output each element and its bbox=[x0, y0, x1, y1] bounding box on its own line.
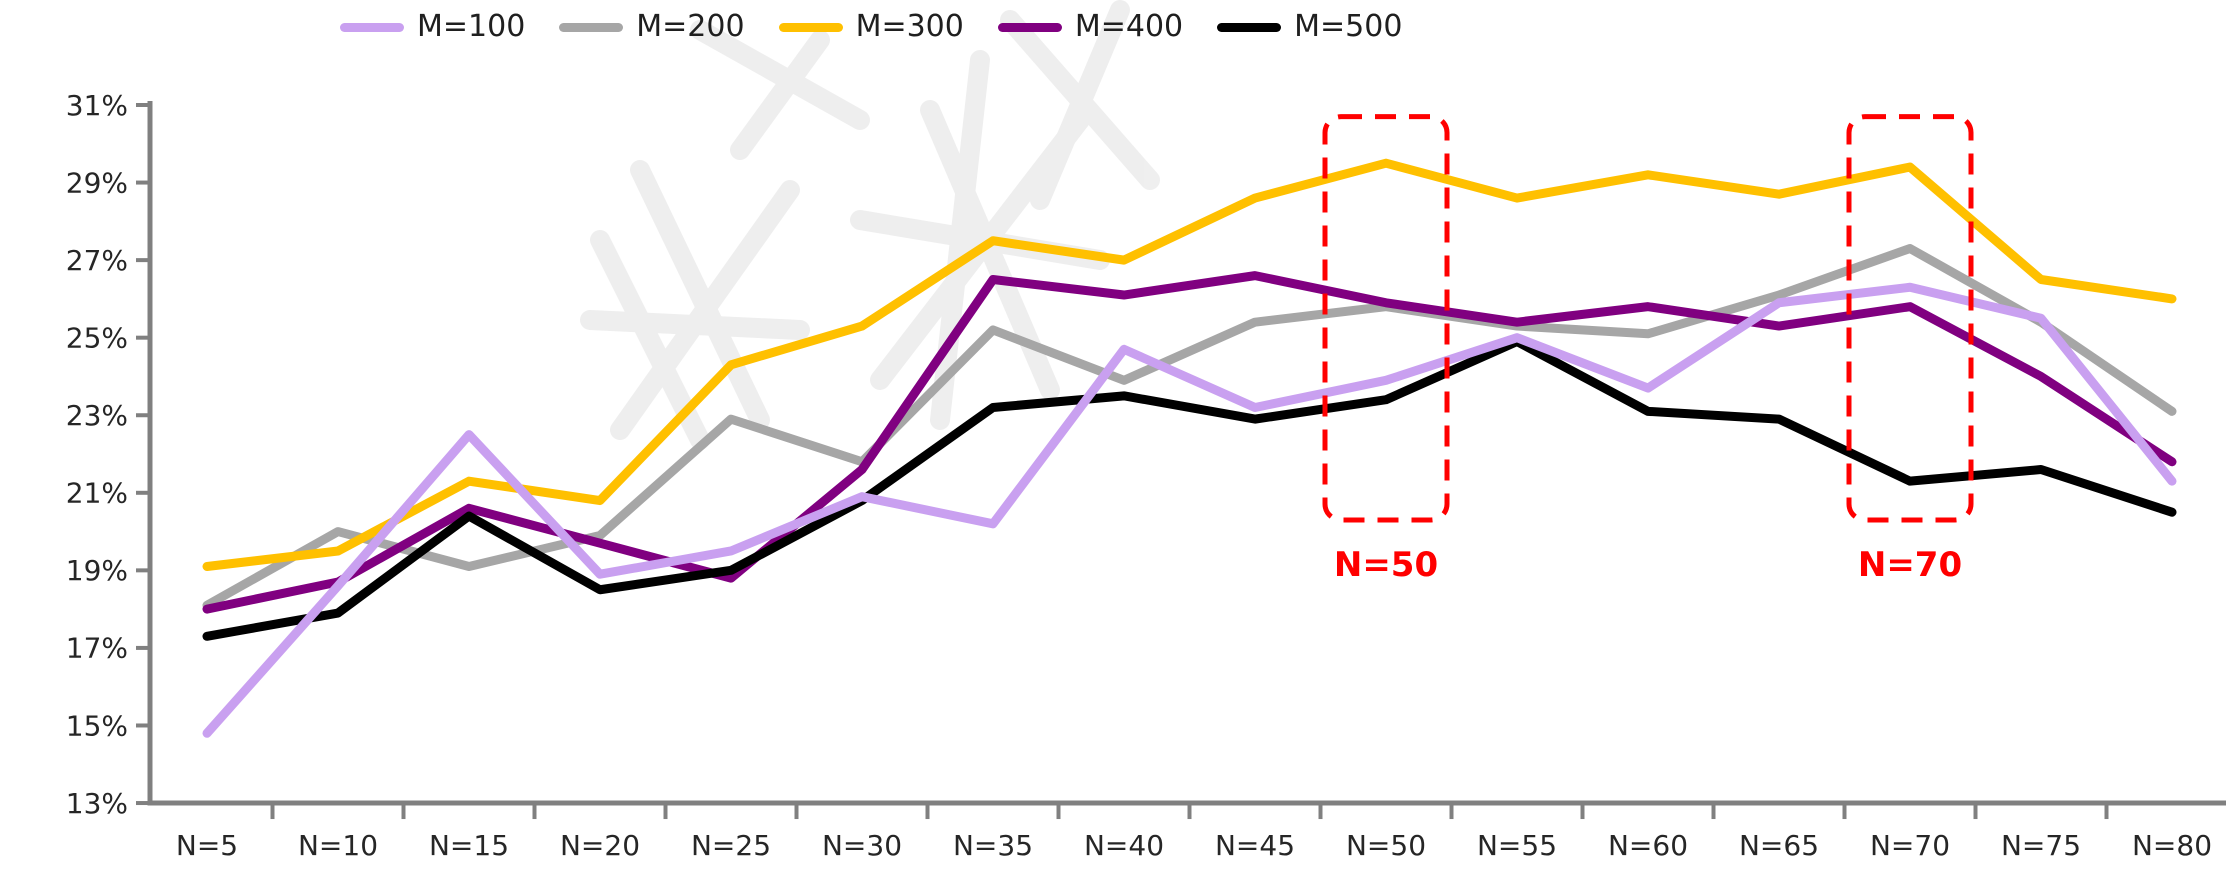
y-tick-label: 25% bbox=[66, 321, 128, 354]
x-tick-label: N=65 bbox=[1739, 829, 1819, 862]
annotation-label-N=50: N=50 bbox=[1334, 545, 1438, 585]
y-tick-label: 23% bbox=[66, 399, 128, 432]
series-lines bbox=[202, 158, 2177, 738]
x-tick-label: N=40 bbox=[1084, 829, 1164, 862]
legend-label-m400: M=400 bbox=[1074, 9, 1184, 44]
x-tick-label: N=45 bbox=[1215, 829, 1295, 862]
legend-item-m400: M=400 bbox=[997, 9, 1184, 44]
y-tick-label: 29% bbox=[66, 166, 128, 199]
legend-swatch-m500-icon bbox=[1217, 22, 1282, 32]
annotation-label-N=70: N=70 bbox=[1858, 545, 1962, 585]
x-tick-label: N=10 bbox=[298, 829, 378, 862]
axes bbox=[147, 101, 2226, 806]
legend-label-m300: M=300 bbox=[855, 9, 964, 44]
legend-item-m300: M=300 bbox=[778, 9, 964, 44]
y-tick-label: 13% bbox=[66, 787, 128, 820]
series-line-M=500 bbox=[202, 337, 2177, 641]
y-tick-label: 27% bbox=[66, 244, 128, 277]
x-tick-label: N=55 bbox=[1477, 829, 1557, 862]
legend-swatch-m200-icon bbox=[559, 22, 624, 32]
legend-label-m100: M=100 bbox=[417, 9, 526, 44]
series-line-M=100 bbox=[202, 282, 2177, 738]
legend-swatch-m300-icon bbox=[778, 22, 843, 32]
legend-label-m200: M=200 bbox=[636, 9, 745, 44]
series-line-M=400 bbox=[202, 271, 2177, 614]
x-tick-label: N=30 bbox=[822, 829, 902, 862]
x-tick-label: N=75 bbox=[2001, 829, 2081, 862]
series-line-M=300 bbox=[202, 158, 2177, 571]
x-tick-label: N=15 bbox=[429, 829, 509, 862]
x-tick-label: N=70 bbox=[1870, 829, 1950, 862]
x-tick-group: N=5 N=10 N=15 N=20 N=25 N=30 N=35 N=40 N=45 N=50 N… bbox=[176, 803, 2212, 862]
x-tick-label: N=35 bbox=[953, 829, 1033, 862]
x-tick-label: N=80 bbox=[2132, 829, 2212, 862]
y-tick-group: 31% 29% 27% 25% 23% 21% 19% 17% 15% 13% bbox=[66, 89, 150, 820]
legend-label-m500: M=500 bbox=[1294, 9, 1403, 44]
x-tick-label: N=5 bbox=[176, 829, 238, 862]
legend-item-m500: M=500 bbox=[1217, 12, 1402, 42]
annotation-box-N=70 bbox=[1846, 114, 1974, 523]
legend: M=100 M=200 M=300 M=400 M=500 bbox=[340, 12, 1402, 42]
x-tick-label: N=50 bbox=[1346, 829, 1426, 862]
y-tick-label: 31% bbox=[66, 89, 128, 122]
x-tick-label: N=60 bbox=[1608, 829, 1688, 862]
y-tick-label: 19% bbox=[66, 554, 128, 587]
x-tick-label: N=25 bbox=[691, 829, 771, 862]
y-tick-label: 17% bbox=[66, 632, 128, 665]
y-tick-label: 21% bbox=[66, 477, 128, 510]
legend-item-m100: M=100 bbox=[340, 12, 525, 42]
legend-swatch-m400-icon bbox=[997, 22, 1062, 32]
legend-item-m200: M=200 bbox=[559, 9, 745, 44]
annotations: N=50 N=70 bbox=[1322, 114, 1974, 585]
legend-swatch-m100-icon bbox=[340, 22, 404, 32]
x-tick-label: N=20 bbox=[560, 829, 640, 862]
watermark bbox=[580, 0, 1160, 450]
annotation-box-N=50 bbox=[1322, 114, 1450, 523]
y-tick-label: 15% bbox=[66, 709, 128, 742]
